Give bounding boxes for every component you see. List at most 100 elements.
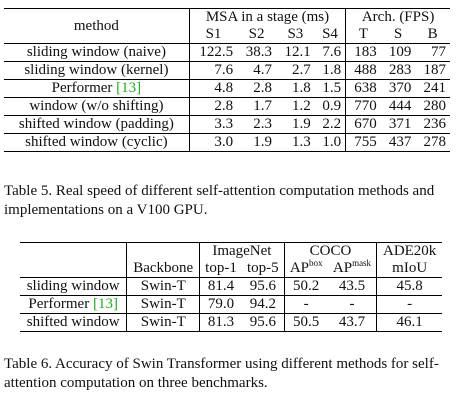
fps-cell: 241 — [423, 80, 447, 96]
fps-cell: 371 — [388, 116, 412, 132]
top5-header: top-5 — [241, 260, 285, 278]
table-6-caption: Table 6. Accuracy of Swin Transformer us… — [4, 356, 439, 391]
msa-cell: 7.6 — [214, 62, 234, 78]
fps-cell: 488 — [354, 62, 377, 78]
col-s: S — [393, 26, 403, 42]
method-cell: sliding window (naive) — [4, 43, 190, 62]
msa-cell: 1.9 — [292, 116, 311, 132]
backbone-cell: Swin-T — [126, 277, 201, 296]
msa-cell: 1.9 — [253, 134, 272, 150]
top5-cell: 95.6 — [241, 277, 285, 296]
col-s3: S3 — [287, 26, 304, 42]
col-s1: S1 — [205, 26, 222, 42]
ap-box-header: APbox — [289, 258, 323, 277]
miou-cell: - — [407, 296, 413, 312]
method-header-empty — [20, 242, 128, 278]
citation-link[interactable]: [13] — [92, 296, 118, 312]
fps-cell: 280 — [423, 98, 447, 114]
fps-cell: 638 — [354, 80, 377, 96]
backbone-cell: Swin-T — [126, 313, 201, 332]
fps-cell: 109 — [388, 44, 412, 60]
backbone-header-empty — [126, 242, 201, 260]
msa-cell: 4.7 — [253, 62, 272, 78]
top1-cell: 81.3 — [207, 314, 235, 330]
arch-group-header: Arch. (FPS) — [361, 9, 435, 25]
table-6: ImageNet COCO ADE20k Backbone top-1 top-… — [20, 242, 442, 332]
table-row: shifted window (padding) 3.3 2.3 1.9 2.2… — [4, 115, 450, 134]
apbox-cell: 50.2 — [293, 278, 320, 294]
apmask-cell: - — [327, 295, 378, 314]
backbone-cell: Swin-T — [126, 295, 201, 314]
method-cell: Performer [13] — [4, 79, 190, 98]
citation-link[interactable]: [13] — [116, 80, 142, 96]
msa-cell: 7.6 — [314, 43, 347, 62]
col-s4: S4 — [314, 26, 347, 44]
table-row: shifted window (cyclic) 3.0 1.9 1.3 1.0 … — [4, 133, 450, 152]
col-t: T — [358, 26, 369, 42]
fps-cell: 755 — [354, 134, 377, 150]
top1-header: top-1 — [205, 260, 237, 276]
fps-cell: 187 — [423, 62, 447, 78]
table-row: Performer [13] 4.8 2.8 1.8 1.5 638 370 2… — [4, 79, 450, 98]
fps-cell: 444 — [388, 98, 412, 114]
msa-cell: 2.8 — [253, 80, 272, 96]
msa-cell: 38.3 — [245, 44, 272, 60]
method-cell: shifted window (cyclic) — [4, 133, 190, 152]
fps-cell: 770 — [354, 98, 377, 114]
msa-cell: 122.5 — [199, 44, 234, 60]
method-header: method — [4, 8, 190, 44]
imagenet-group-header: ImageNet — [199, 242, 285, 260]
msa-cell: 1.0 — [314, 133, 347, 152]
miou-cell: 45.8 — [396, 278, 423, 294]
table-5: method MSA in a stage (ms) Arch. (FPS) S… — [4, 8, 450, 152]
col-s2: S2 — [248, 26, 265, 42]
apmask-cell: 43.7 — [327, 313, 378, 332]
msa-cell: 4.8 — [214, 80, 234, 96]
method-name: Performer — [28, 296, 93, 312]
msa-cell: 0.9 — [314, 97, 347, 116]
coco-group-header: COCO — [284, 242, 378, 260]
backbone-header: Backbone — [126, 260, 201, 278]
fps-cell: 183 — [354, 44, 377, 60]
msa-cell: 2.7 — [292, 62, 311, 78]
miou-header: mIoU — [392, 260, 428, 276]
msa-cell: 3.3 — [214, 116, 234, 132]
table-row: Performer [13] Swin-T 79.0 94.2 - - - — [20, 295, 442, 314]
method-cell: shifted window (padding) — [4, 115, 190, 134]
table-row: sliding window Swin-T 81.4 95.6 50.2 43.… — [20, 277, 442, 296]
fps-cell: 370 — [388, 80, 412, 96]
msa-cell: 12.1 — [284, 44, 311, 60]
msa-cell: 3.0 — [214, 134, 234, 150]
miou-cell: 46.1 — [396, 314, 423, 330]
fps-cell: 283 — [388, 62, 412, 78]
apbox-cell: 50.5 — [293, 314, 320, 330]
table-row: window (w/o shifting) 2.8 1.7 1.2 0.9 77… — [4, 97, 450, 116]
top5-cell: 94.2 — [241, 295, 285, 314]
method-name: Performer — [51, 80, 117, 96]
top1-cell: 79.0 — [207, 296, 235, 312]
method-cell: window (w/o shifting) — [4, 97, 190, 116]
apbox-cell: - — [303, 296, 309, 312]
table-5-caption: Table 5. Real speed of different self-at… — [4, 183, 435, 218]
fps-cell: 670 — [354, 116, 377, 132]
msa-cell: 2.8 — [214, 98, 234, 114]
method-cell: shifted window — [20, 313, 128, 332]
table-row: sliding window (naive) 122.5 38.3 12.1 7… — [4, 43, 450, 62]
msa-cell: 2.2 — [314, 115, 347, 134]
msa-cell: 1.2 — [292, 98, 311, 114]
msa-cell: 2.3 — [253, 116, 272, 132]
ade-group-header: ADE20k — [382, 243, 437, 259]
msa-cell: 1.8 — [314, 61, 347, 80]
fps-cell: 437 — [388, 134, 412, 150]
fps-cell: 278 — [423, 134, 447, 150]
method-cell: sliding window (kernel) — [4, 61, 190, 80]
fps-cell: 236 — [423, 116, 447, 132]
msa-cell: 1.3 — [292, 134, 311, 150]
top1-cell: 81.4 — [207, 278, 235, 294]
msa-cell: 1.8 — [292, 80, 311, 96]
msa-group-header: MSA in a stage (ms) — [189, 8, 347, 26]
method-cell: Performer [13] — [20, 295, 128, 314]
table-row: shifted window Swin-T 81.3 95.6 50.5 43.… — [20, 313, 442, 332]
msa-cell: 1.5 — [314, 79, 347, 98]
